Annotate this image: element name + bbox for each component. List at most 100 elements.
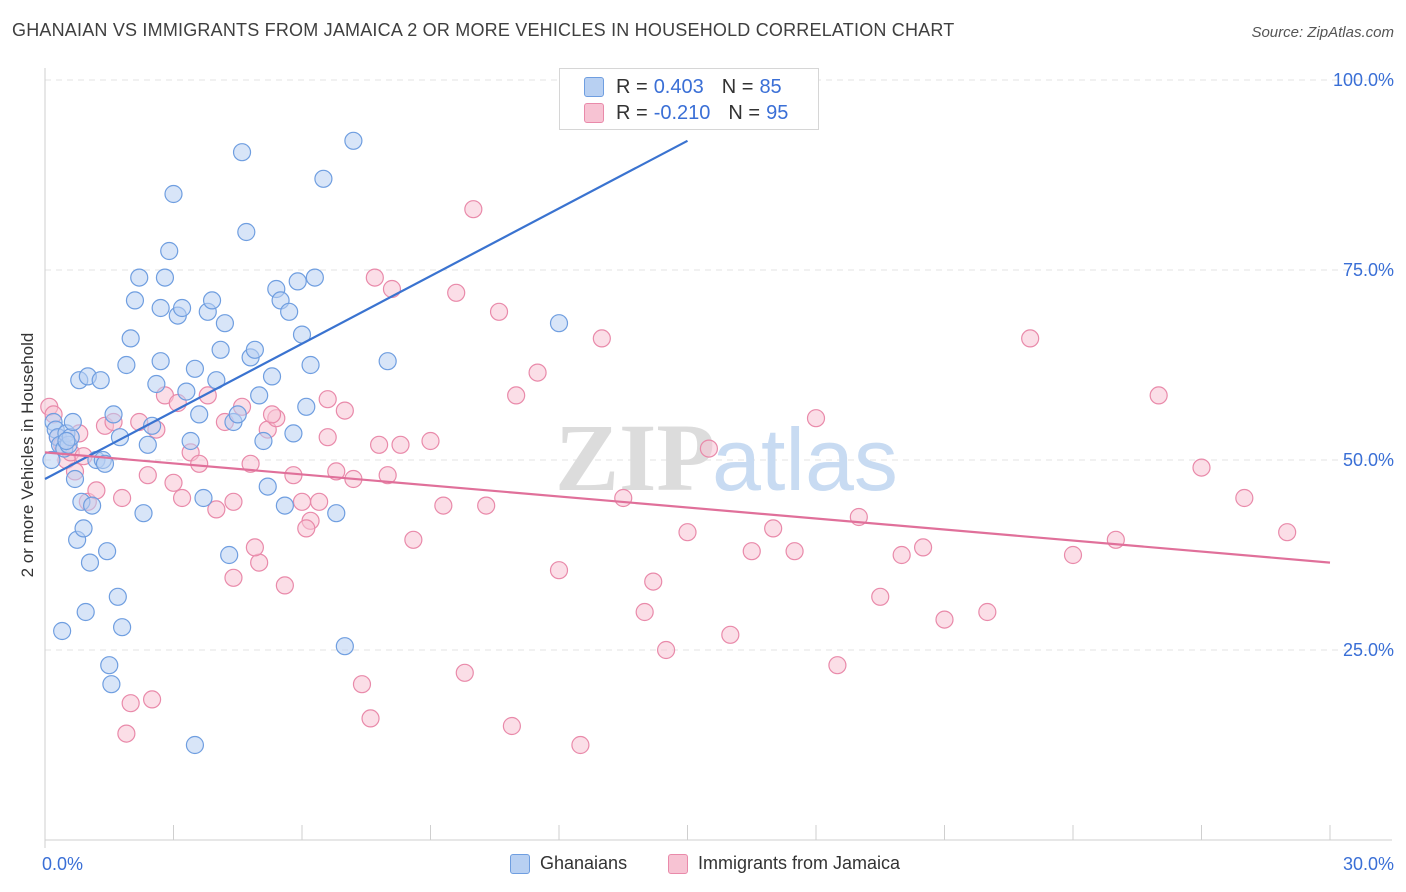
ghanaian-point xyxy=(327,504,346,523)
ghanaian-point xyxy=(130,268,149,287)
watermark-zip: ZIP xyxy=(555,404,715,511)
ghanaian-point xyxy=(280,302,299,321)
stats-row-jamaica: R = -0.210 N = 95 xyxy=(584,100,788,126)
jamaica-point xyxy=(382,279,402,299)
jamaica-point xyxy=(172,488,192,508)
jamaica-point xyxy=(614,488,633,508)
data-points xyxy=(40,131,1297,755)
watermark: ZIP atlas xyxy=(555,404,898,511)
ghanaian-point xyxy=(42,450,61,470)
jamaica-point xyxy=(404,530,423,549)
jamaica-point xyxy=(1192,458,1211,477)
jamaica-point xyxy=(1278,523,1297,542)
stats-swatch-pink xyxy=(584,103,604,123)
ghanaian-point xyxy=(258,477,277,496)
grid-lines xyxy=(45,79,1392,651)
ghanaian-point xyxy=(151,298,170,318)
stats-n-value: 85 xyxy=(759,75,782,98)
jamaica-point xyxy=(871,587,890,606)
legend-item-jamaica[interactable]: Immigrants from Jamaica xyxy=(668,853,900,874)
y-tick-label: 25.0% xyxy=(1343,640,1394,660)
ghanaian-point xyxy=(125,291,145,310)
legend-item-ghanaians[interactable]: Ghanaians xyxy=(510,853,627,874)
ghanaian-point xyxy=(215,314,234,333)
x-tick-label: 0.0% xyxy=(42,854,83,874)
ghanaian-point xyxy=(80,553,100,572)
stats-n-label: N = xyxy=(728,101,761,124)
ghanaian-point xyxy=(549,314,569,333)
jamaica-point xyxy=(785,542,804,561)
legend-label: Immigrants from Jamaica xyxy=(698,853,901,873)
jamaica-point xyxy=(87,481,106,500)
jamaica-point xyxy=(378,466,397,485)
ghanaian-point xyxy=(185,735,205,755)
ghanaian-point xyxy=(228,405,247,424)
ghanaian-point xyxy=(232,143,252,162)
ghanaian-point xyxy=(172,298,192,318)
ghanaian-point xyxy=(57,431,76,451)
ghanaian-point xyxy=(63,412,82,432)
ghanaian-point xyxy=(65,469,85,489)
jamaica-point xyxy=(742,542,761,561)
jamaica-point xyxy=(477,496,496,515)
jamaica-point xyxy=(447,283,466,302)
ghanaian-point xyxy=(378,352,397,371)
legend-label: Ghanaians xyxy=(540,853,628,873)
ghanaian-point xyxy=(254,431,273,451)
jamaica-point xyxy=(489,302,509,321)
jamaica-point xyxy=(245,538,264,557)
jamaica-point xyxy=(528,363,547,382)
jamaica-point xyxy=(502,716,521,736)
ghanaian-point xyxy=(98,542,117,561)
ghanaian-point xyxy=(138,435,157,454)
jamaica-point xyxy=(1235,488,1254,508)
jamaica-point xyxy=(464,200,483,219)
ghanaian-point xyxy=(151,352,170,371)
ghanaian-point xyxy=(104,405,123,424)
ghanaian-point xyxy=(160,241,179,261)
ghanaian-point xyxy=(91,371,110,390)
y-tick-label: 75.0% xyxy=(1343,260,1394,280)
jamaica-point xyxy=(1021,329,1040,348)
jamaica-point xyxy=(224,568,243,587)
jamaica-point xyxy=(644,572,663,591)
ghanaian-point xyxy=(83,496,102,515)
jamaica-point xyxy=(297,519,316,538)
jamaica-point xyxy=(292,492,312,511)
ghanaian-point xyxy=(102,675,121,694)
y-tick-label: 50.0% xyxy=(1343,450,1394,470)
jamaica-point xyxy=(164,473,183,492)
legend-swatch-pink xyxy=(668,853,688,874)
ghanaian-point xyxy=(237,222,256,242)
ghanaian-point xyxy=(100,656,119,675)
stats-r-value: 0.403 xyxy=(653,75,704,98)
jamaica-point xyxy=(391,435,410,454)
jamaica-point xyxy=(138,466,157,485)
ghanaian-point xyxy=(202,291,222,310)
bottom-legend: Ghanaians Immigrants from Jamaica xyxy=(0,853,1406,877)
jamaica-point xyxy=(365,268,384,287)
jamaica-point xyxy=(121,694,140,713)
jamaica-point xyxy=(370,435,389,454)
stats-r-value: -0.210 xyxy=(653,101,711,124)
chart-title: GHANAIAN VS IMMIGRANTS FROM JAMAICA 2 OR… xyxy=(12,20,955,40)
stats-swatch-blue xyxy=(584,77,604,97)
jamaica-trend-line xyxy=(44,451,1331,564)
stats-row-ghanaians: R = 0.403 N = 85 xyxy=(584,74,782,100)
legend-swatch-blue xyxy=(510,853,530,874)
jamaica-point xyxy=(117,724,136,743)
jamaica-point xyxy=(1063,545,1083,565)
ghanaian-point xyxy=(220,545,239,565)
ghanaian-point xyxy=(117,355,136,375)
ghanaian-point xyxy=(147,374,166,394)
jamaica-point xyxy=(434,496,453,515)
ghanaian-point xyxy=(74,519,93,538)
ghanaian-point xyxy=(194,488,213,508)
ghanaian-point xyxy=(95,454,115,473)
ghanaian-point xyxy=(164,184,183,204)
ghanaian-point xyxy=(314,169,333,188)
jamaica-point xyxy=(310,492,329,511)
jamaica-point xyxy=(892,545,911,565)
jamaica-point xyxy=(142,690,162,709)
